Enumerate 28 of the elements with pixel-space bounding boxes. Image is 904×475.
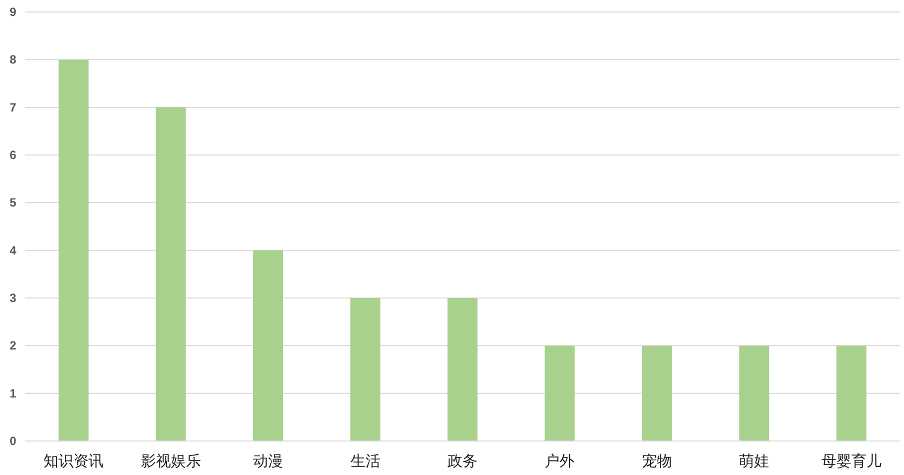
- x-tick-label: 影视娱乐: [140, 452, 201, 470]
- bar: [836, 346, 866, 441]
- y-tick-label: 4: [10, 243, 17, 258]
- y-tick-label: 8: [10, 52, 17, 67]
- y-tick-label: 1: [10, 386, 17, 400]
- x-tick-label: 户外: [544, 452, 575, 470]
- y-tick-label: 5: [10, 196, 17, 210]
- bar: [544, 346, 575, 441]
- x-tick-label: 宠物: [642, 452, 672, 470]
- bar: [642, 346, 672, 441]
- x-tick-label: 生活: [350, 452, 380, 470]
- x-tick-label: 母婴育儿: [821, 452, 882, 470]
- bar: [448, 298, 478, 441]
- x-tick-label: 动漫: [253, 452, 284, 470]
- y-tick-label: 6: [10, 148, 17, 162]
- bar: [350, 298, 380, 441]
- x-tick-label: 政务: [448, 452, 478, 470]
- x-tick-label: 萌娃: [739, 452, 770, 470]
- bar: [156, 107, 186, 441]
- x-tick-label: 知识资讯: [44, 452, 104, 470]
- y-tick-label: 7: [10, 100, 17, 114]
- bar: [58, 60, 89, 441]
- y-tick-label: 3: [10, 291, 17, 305]
- y-tick-label: 2: [10, 338, 17, 353]
- bar: [253, 250, 284, 441]
- bar: [739, 346, 770, 441]
- y-tick-label: 0: [10, 434, 17, 448]
- y-tick-label: 9: [10, 5, 17, 19]
